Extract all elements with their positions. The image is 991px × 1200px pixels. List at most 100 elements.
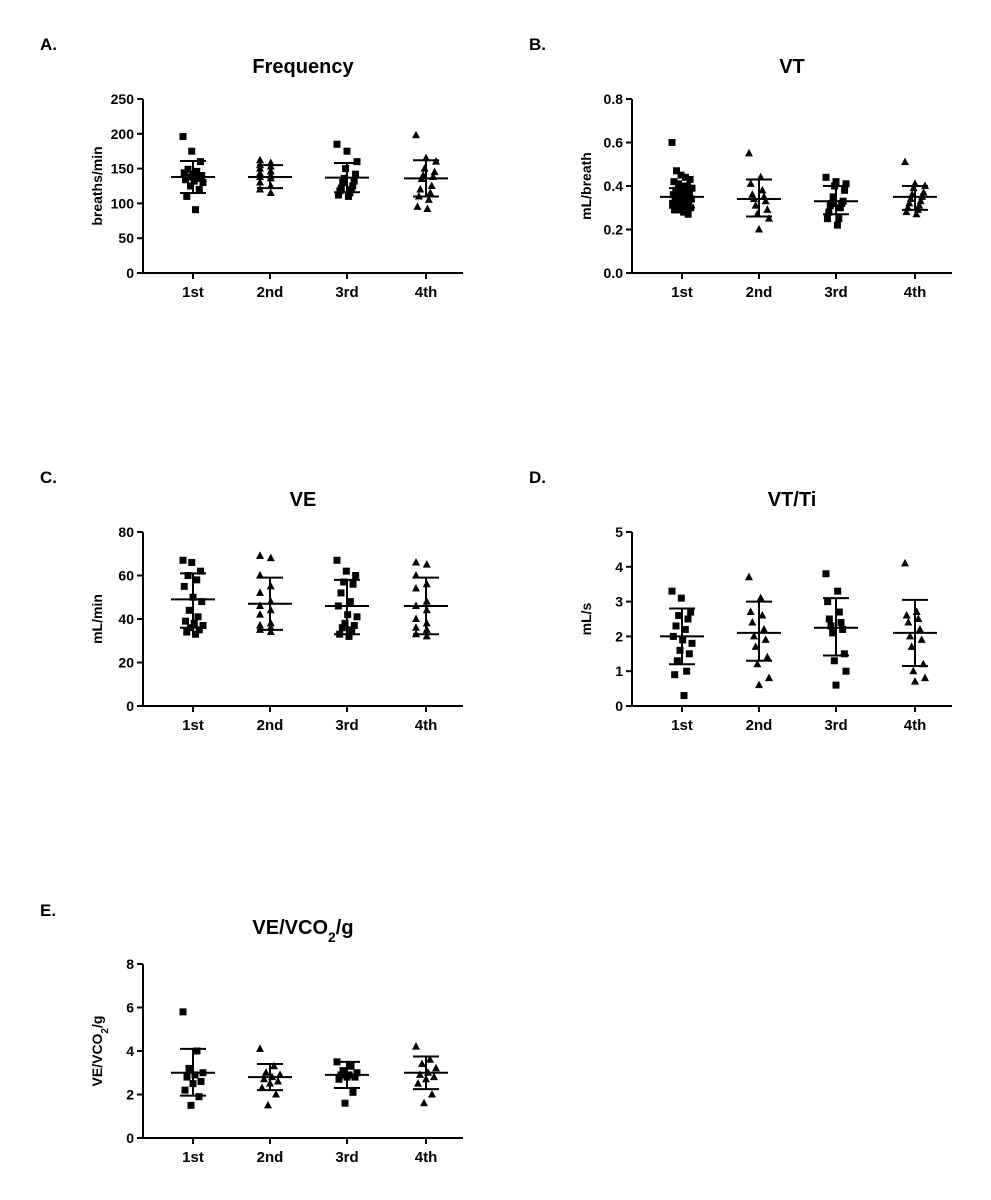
data-point xyxy=(420,164,429,172)
data-point xyxy=(825,208,833,216)
data-point xyxy=(266,553,275,562)
panel-letter: A. xyxy=(40,35,57,54)
data-point xyxy=(681,189,689,197)
data-point xyxy=(349,580,357,588)
data-point xyxy=(414,1079,422,1087)
data-point xyxy=(675,206,683,214)
data-point xyxy=(822,570,830,578)
y-tick-label: 100 xyxy=(111,195,135,211)
y-tick-label: 0 xyxy=(126,265,134,281)
data-point xyxy=(751,642,760,650)
data-point xyxy=(179,1008,187,1016)
data-point xyxy=(673,167,681,175)
data-point xyxy=(194,613,202,621)
text-main: breaths/min xyxy=(89,146,105,225)
data-point xyxy=(671,195,679,203)
data-point xyxy=(668,139,676,146)
x-tick-label: 3rd xyxy=(824,717,847,734)
chart-title: VT/Ti xyxy=(768,489,817,511)
data-point xyxy=(339,1067,347,1075)
data-point xyxy=(837,618,845,626)
data-point xyxy=(424,195,433,203)
data-point xyxy=(430,167,439,176)
data-point xyxy=(179,133,187,141)
data-point xyxy=(195,185,203,193)
data-point xyxy=(838,199,846,207)
data-point xyxy=(916,624,924,633)
data-point xyxy=(748,617,757,626)
data-point xyxy=(199,179,207,187)
data-point xyxy=(256,164,264,172)
data-point xyxy=(755,680,763,689)
data-point xyxy=(198,172,206,180)
text-main: Frequency xyxy=(252,56,354,78)
data-point xyxy=(184,165,192,173)
data-point xyxy=(760,624,768,633)
data-point xyxy=(182,176,189,184)
data-point xyxy=(746,607,755,616)
data-point xyxy=(180,169,188,177)
text-suffix: /g xyxy=(336,917,354,939)
data-point xyxy=(904,617,913,626)
data-point xyxy=(748,190,757,198)
data-point xyxy=(199,622,207,630)
data-point xyxy=(825,615,833,623)
chart-panel-4: D. VT/Ti mL/s 0 1 2 3 4 5 1st 2nd 3rd 4th xyxy=(529,468,952,734)
data-point xyxy=(763,652,772,661)
data-point xyxy=(413,202,422,210)
chart-title: VE xyxy=(290,489,317,511)
data-point xyxy=(675,612,683,620)
text-subscript: 2 xyxy=(328,929,336,945)
data-point xyxy=(197,1077,205,1085)
data-point xyxy=(756,172,765,181)
data-point xyxy=(751,201,760,209)
x-tick-label: 4th xyxy=(415,284,438,301)
data-point xyxy=(260,1074,268,1083)
data-point xyxy=(676,186,684,194)
data-point xyxy=(909,666,918,675)
data-point xyxy=(422,560,431,568)
data-point xyxy=(347,1062,355,1070)
data-point xyxy=(352,170,360,178)
data-point xyxy=(256,621,264,629)
data-point xyxy=(677,171,685,179)
x-tick-label: 4th xyxy=(415,1149,438,1166)
data-point xyxy=(672,186,680,194)
y-tick-label: 200 xyxy=(111,126,135,142)
x-tick-label: 3rd xyxy=(335,1149,358,1166)
text-main: VE/VCO xyxy=(252,917,328,939)
data-point xyxy=(256,551,264,559)
data-point xyxy=(901,157,909,166)
data-point xyxy=(761,635,770,643)
data-point xyxy=(684,210,692,218)
text-main: VT/Ti xyxy=(768,489,817,511)
data-point xyxy=(685,189,693,197)
x-tick-label: 1st xyxy=(182,284,204,301)
data-point xyxy=(824,598,832,606)
data-point xyxy=(337,589,345,597)
chart-title: VE/VCO2/g xyxy=(252,917,353,945)
data-point xyxy=(190,619,198,627)
data-point xyxy=(353,158,361,166)
data-point xyxy=(264,1100,272,1109)
panel-letter: D. xyxy=(529,468,546,487)
data-point xyxy=(830,657,838,665)
text-main: VT xyxy=(779,56,805,78)
data-point xyxy=(671,206,679,214)
data-point xyxy=(672,622,680,630)
data-point xyxy=(758,611,767,619)
data-point xyxy=(333,556,341,564)
data-point xyxy=(669,191,677,199)
data-point xyxy=(836,204,844,212)
data-point xyxy=(430,1072,438,1081)
data-point xyxy=(344,192,352,200)
y-tick-label: 2 xyxy=(615,628,623,644)
data-point xyxy=(350,177,358,185)
y-tick-label: 5 xyxy=(615,524,623,540)
data-point xyxy=(827,622,835,630)
data-point xyxy=(829,629,837,637)
y-tick-label: 2 xyxy=(126,1087,134,1103)
text-subscript: 2 xyxy=(100,1028,111,1034)
data-point xyxy=(256,610,264,618)
data-point xyxy=(835,608,843,616)
